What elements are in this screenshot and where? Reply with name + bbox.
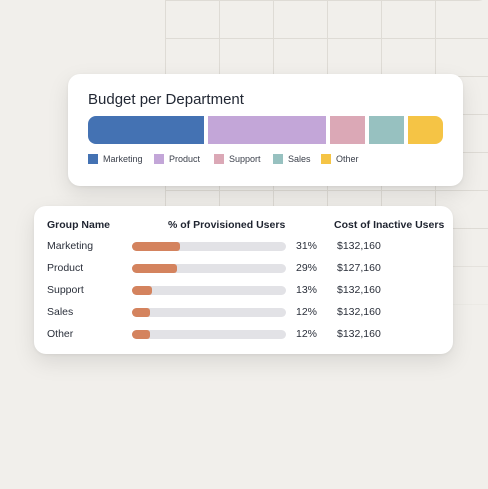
legend-swatch (88, 154, 98, 164)
legend-label: Marketing (103, 154, 143, 164)
row-group-name: Other (47, 328, 74, 340)
usage-bar-track (132, 242, 286, 251)
legend-swatch (154, 154, 164, 164)
users-table-card: Group Name % of Provisioned Users Cost o… (34, 206, 453, 354)
row-cost: $132,160 (337, 306, 381, 318)
legend-swatch (214, 154, 224, 164)
usage-bar-fill (132, 264, 177, 273)
row-group-name: Marketing (47, 240, 94, 252)
legend-label: Sales (288, 154, 311, 164)
usage-bar-fill (132, 330, 151, 339)
usage-bar-fill (132, 242, 180, 251)
budget-segment-other (408, 116, 443, 144)
row-percent: 13% (296, 284, 318, 296)
row-cost: $132,160 (337, 284, 381, 296)
row-cost: $132,160 (337, 328, 381, 340)
legend-item-other: Other (321, 154, 359, 164)
row-cost: $132,160 (337, 240, 381, 252)
budget-segment-product (208, 116, 326, 144)
row-percent: 31% (296, 240, 318, 252)
budget-title: Budget per Department (88, 91, 244, 108)
row-group-name: Product (47, 262, 84, 274)
usage-bar-fill (132, 308, 151, 317)
row-group-name: Support (47, 284, 84, 296)
budget-segment-support (330, 116, 365, 144)
legend-label: Product (169, 154, 201, 164)
usage-bar-track (132, 286, 286, 295)
usage-bar-fill (132, 286, 153, 295)
budget-segment-marketing (88, 116, 204, 144)
row-percent: 29% (296, 262, 318, 274)
budget-segment-sales (369, 116, 404, 144)
legend-item-marketing: Marketing (88, 154, 143, 164)
legend-item-product: Product (154, 154, 200, 164)
legend-item-sales: Sales (273, 154, 311, 164)
legend-swatch (321, 154, 331, 164)
legend-label: Other (336, 154, 359, 164)
header-group-name: Group Name (47, 219, 111, 231)
budget-card: Budget per Department Marketing Product … (68, 74, 463, 186)
legend-item-support: Support (214, 154, 261, 164)
row-percent: 12% (296, 306, 318, 318)
row-cost: $127,160 (337, 262, 381, 274)
row-percent: 12% (296, 328, 318, 340)
usage-bar-track (132, 330, 286, 339)
legend-swatch (273, 154, 283, 164)
usage-bar-track (132, 264, 286, 273)
legend-label: Support (229, 154, 261, 164)
usage-bar-track (132, 308, 286, 317)
row-group-name: Sales (47, 306, 74, 318)
header-provisioned-users: % of Provisioned Users (168, 219, 286, 231)
header-inactive-cost: Cost of Inactive Users (334, 219, 445, 231)
